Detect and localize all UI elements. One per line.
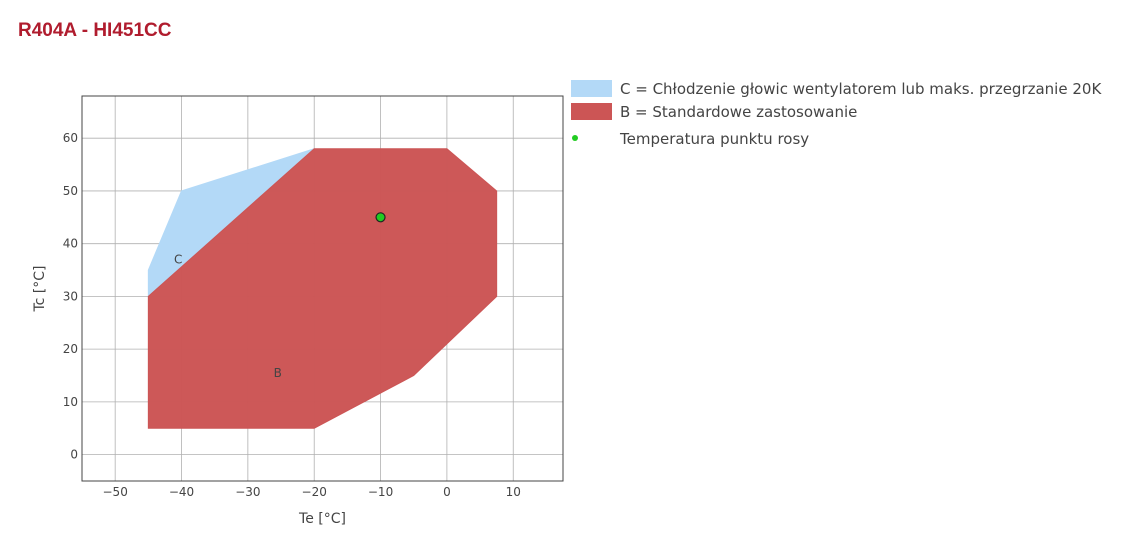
dew-point-marker[interactable] <box>375 212 386 223</box>
legend[interactable]: C = Chłodzenie głowic wentylatorem lub m… <box>571 80 1102 148</box>
x-axis-title: Te [°C] <box>298 511 346 527</box>
region-b-area <box>147 148 498 429</box>
data-points <box>375 212 386 223</box>
y-tick-label: 10 <box>63 395 78 409</box>
legend-label: Temperatura punktu rosy <box>619 130 809 148</box>
regions <box>147 148 498 429</box>
legend-item-dew-point[interactable]: Temperatura punktu rosy <box>572 130 809 148</box>
legend-marker <box>572 135 578 141</box>
legend-item-c[interactable]: C = Chłodzenie głowic wentylatorem lub m… <box>571 80 1102 98</box>
legend-item-b[interactable]: B = Standardowe zastosowanie <box>571 103 857 121</box>
y-tick-label: 50 <box>63 184 78 198</box>
x-tick-label: −20 <box>302 485 327 499</box>
region-c-label: C <box>174 252 182 266</box>
x-tick-label: −10 <box>368 485 393 499</box>
x-tick-label: 0 <box>443 485 451 499</box>
plot-frame <box>81 95 564 482</box>
y-tick-label: 60 <box>63 131 78 145</box>
y-tick-label: 30 <box>63 289 78 303</box>
x-tick-label: −40 <box>169 485 194 499</box>
x-tick-label: −50 <box>103 485 128 499</box>
x-tick-label: −30 <box>235 485 260 499</box>
region-b-label: B <box>274 366 282 380</box>
page-title: R404A - HI451CC <box>18 20 172 41</box>
y-axis-title: Tc [°C] <box>32 265 48 312</box>
y-tick-label: 0 <box>70 448 78 462</box>
x-tick-label: 10 <box>506 485 521 499</box>
y-tick-label: 20 <box>63 342 78 356</box>
region-labels: CB <box>174 252 282 379</box>
x-tick-labels: −50 −40 −30 −20 −10 0 10 <box>103 485 521 499</box>
legend-swatch <box>571 103 612 120</box>
y-tick-labels: 0 10 20 30 40 50 60 <box>63 131 78 461</box>
legend-swatch <box>571 80 612 97</box>
legend-label: C = Chłodzenie głowic wentylatorem lub m… <box>620 80 1102 98</box>
legend-label: B = Standardowe zastosowanie <box>620 103 857 121</box>
y-tick-label: 40 <box>63 237 78 251</box>
